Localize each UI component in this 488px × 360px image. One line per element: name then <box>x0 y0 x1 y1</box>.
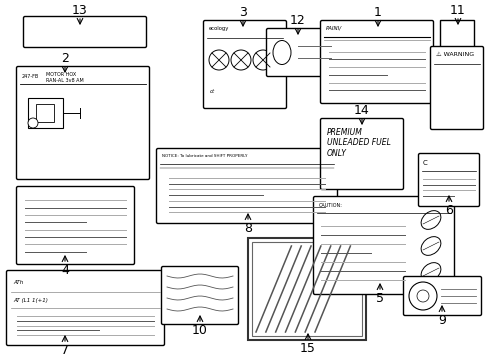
Circle shape <box>28 118 38 128</box>
Circle shape <box>208 50 228 70</box>
Circle shape <box>252 50 272 70</box>
FancyBboxPatch shape <box>17 67 149 180</box>
Text: 11: 11 <box>449 4 465 17</box>
Circle shape <box>230 50 250 70</box>
Text: 14: 14 <box>353 104 369 117</box>
Text: 12: 12 <box>289 13 305 27</box>
Circle shape <box>408 282 436 310</box>
FancyBboxPatch shape <box>418 153 479 207</box>
Text: 10: 10 <box>192 324 207 337</box>
FancyBboxPatch shape <box>156 148 337 224</box>
FancyBboxPatch shape <box>429 46 483 130</box>
Text: MOTOR HOX: MOTOR HOX <box>46 72 76 77</box>
FancyBboxPatch shape <box>17 186 134 265</box>
Text: 2: 2 <box>61 51 69 64</box>
Text: 9: 9 <box>437 314 445 327</box>
Text: AT (L1 1(+1): AT (L1 1(+1) <box>13 298 48 303</box>
FancyBboxPatch shape <box>6 270 164 346</box>
Text: ecology: ecology <box>208 26 229 31</box>
Ellipse shape <box>420 237 440 255</box>
Text: 8: 8 <box>244 221 251 234</box>
Text: 247-FB: 247-FB <box>22 74 39 79</box>
Text: ct: ct <box>209 89 215 94</box>
Ellipse shape <box>420 211 440 229</box>
Text: 3: 3 <box>239 5 246 18</box>
FancyBboxPatch shape <box>320 118 403 189</box>
FancyBboxPatch shape <box>403 276 481 315</box>
Text: NOTICE: To lubricate and SHIFT PROPERLY: NOTICE: To lubricate and SHIFT PROPERLY <box>162 154 247 158</box>
Text: ⚠ WARNING: ⚠ WARNING <box>435 52 473 57</box>
Text: PAINI/: PAINI/ <box>325 26 342 31</box>
Text: 7: 7 <box>61 343 69 356</box>
Bar <box>28 98 63 128</box>
Text: 6: 6 <box>444 203 452 216</box>
FancyBboxPatch shape <box>313 197 453 294</box>
Text: PREMIUM
UNLEADED FUEL
ONLY: PREMIUM UNLEADED FUEL ONLY <box>326 128 390 158</box>
Ellipse shape <box>272 40 290 64</box>
Text: 1: 1 <box>373 5 381 18</box>
Text: ATh: ATh <box>13 280 23 285</box>
Bar <box>36 104 54 122</box>
FancyBboxPatch shape <box>320 21 433 104</box>
Text: 4: 4 <box>61 264 69 276</box>
Circle shape <box>416 290 428 302</box>
FancyBboxPatch shape <box>23 17 146 48</box>
FancyBboxPatch shape <box>266 28 336 77</box>
FancyBboxPatch shape <box>203 21 286 108</box>
FancyBboxPatch shape <box>161 266 238 324</box>
Bar <box>439 20 473 48</box>
Text: 15: 15 <box>300 342 315 355</box>
Text: 13: 13 <box>72 4 88 17</box>
Text: 5: 5 <box>375 292 383 305</box>
Text: C: C <box>422 160 427 166</box>
Text: CAUTION:: CAUTION: <box>318 203 342 208</box>
Bar <box>247 238 365 340</box>
Text: RAN-AL 3v8 AM: RAN-AL 3v8 AM <box>46 78 83 83</box>
Ellipse shape <box>420 263 440 282</box>
Bar <box>251 242 361 336</box>
